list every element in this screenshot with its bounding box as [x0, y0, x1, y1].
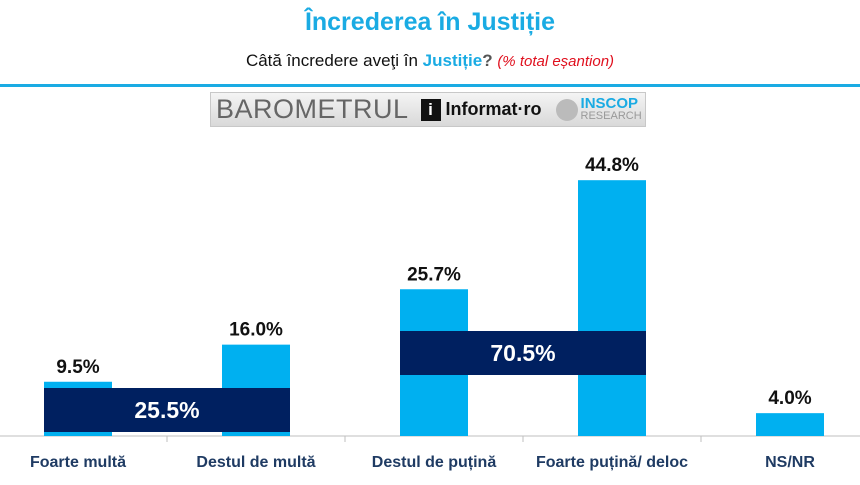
inscop-logo: INSCOP RESEARCH	[555, 94, 642, 122]
bar	[578, 180, 646, 436]
informat-icon: i	[420, 98, 441, 121]
chart-title: Încrederea în Justiție	[304, 8, 556, 36]
category-label: NS/NR	[765, 454, 815, 471]
data-label: 16.0%	[229, 320, 283, 341]
group-label: 25.5%	[134, 397, 199, 423]
group-box	[400, 331, 646, 375]
barometer-logo: BAROMETRUL i Informat·ro INSCOP RESEARCH	[210, 92, 646, 127]
data-label: 25.7%	[407, 264, 461, 285]
data-label: 4.0%	[768, 388, 811, 409]
category-label: Foarte puțină/ deloc	[536, 454, 688, 471]
informat-text: Informat·ro	[445, 99, 542, 119]
group-label: 70.5%	[490, 340, 555, 366]
informat-logo: i Informat·ro	[420, 98, 542, 121]
divider	[0, 84, 860, 87]
question-text: Câtă încredere aveţi în	[245, 51, 423, 70]
research-text: RESEARCH	[580, 109, 642, 122]
data-label: 9.5%	[56, 357, 99, 378]
inscop-icon	[555, 98, 578, 121]
inscop-text: INSCOP	[580, 94, 639, 112]
question-accent: Justiție	[422, 51, 483, 70]
category-label: Destul de multă	[196, 454, 315, 471]
data-label: 44.8%	[585, 155, 639, 176]
group-box	[44, 388, 290, 432]
barometer-text: BAROMETRUL	[216, 94, 409, 124]
sample-note: (% total eșantion)	[497, 53, 615, 70]
question-mark: ?	[482, 51, 493, 70]
category-label: Destul de puțină	[372, 454, 497, 471]
chart-subtitle: Câtă încredere aveţi în Justiție? (% tot…	[0, 51, 860, 71]
category-label: Foarte multă	[30, 454, 126, 471]
bar	[756, 413, 824, 436]
